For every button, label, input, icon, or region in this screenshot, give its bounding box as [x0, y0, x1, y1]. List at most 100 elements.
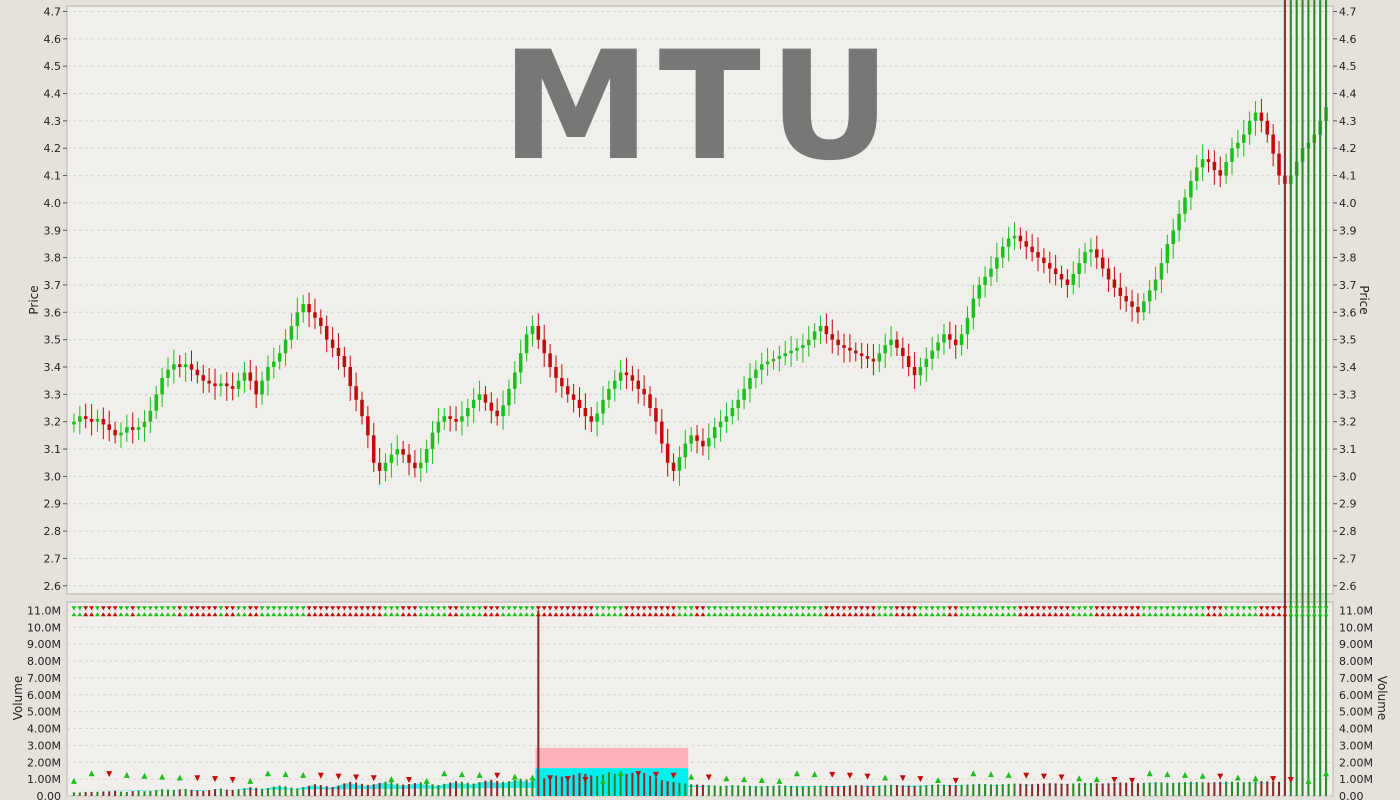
signal-arrow [547, 606, 553, 617]
signal-arrow [1076, 606, 1082, 617]
candle-body [548, 353, 552, 368]
volume-marker [864, 773, 871, 780]
signal-arrow [823, 606, 829, 617]
candle-body [1106, 268, 1111, 280]
signal-arrow [118, 606, 124, 617]
volume-marker [846, 772, 853, 779]
candle-body [1241, 134, 1246, 143]
signal-arrow [430, 606, 436, 617]
signal-arrow [565, 606, 571, 617]
signal-arrow [723, 606, 729, 617]
candle-body [272, 361, 276, 368]
signal-arrow [224, 606, 230, 617]
signal-arrow [1288, 606, 1294, 617]
signal-arrow [165, 606, 171, 617]
price-tick-label-right: 4.3 [1339, 115, 1357, 128]
volume-marker [952, 777, 959, 784]
candle-body [795, 347, 799, 351]
price-axis-title-right: Price [1357, 285, 1371, 314]
volume-marker [476, 771, 483, 778]
volume-tick-label-left: 9.00M [27, 638, 61, 651]
signal-arrow [388, 606, 394, 617]
signal-arrow [482, 606, 488, 617]
volume-marker [264, 770, 271, 777]
signal-arrow [694, 606, 700, 617]
signal-arrow [77, 606, 83, 617]
candle-body [607, 388, 611, 400]
signal-arrow [1188, 606, 1194, 617]
volume-marker [670, 772, 677, 779]
volume-marker [688, 773, 695, 780]
price-tick-label-left: 4.3 [44, 115, 62, 128]
price-tick-label-left: 3.5 [44, 334, 62, 347]
candle-body [330, 339, 335, 348]
signal-arrow [1006, 606, 1012, 617]
signal-arrow [806, 606, 812, 617]
signal-arrow [283, 606, 289, 617]
candle-body [277, 353, 282, 362]
signal-arrow [876, 606, 882, 617]
volume-marker [176, 774, 183, 781]
signal-arrow [1141, 606, 1147, 617]
candle-body [636, 380, 641, 389]
candle-body [225, 383, 229, 387]
candle-body [1259, 112, 1264, 121]
signal-arrow [1241, 606, 1247, 617]
signal-arrow [153, 606, 159, 617]
volume-marker [811, 771, 818, 778]
candle-body [1053, 268, 1058, 275]
volume-marker [88, 770, 95, 777]
signal-arrow [271, 606, 277, 617]
candle-body [524, 334, 529, 354]
signal-arrow [782, 606, 788, 617]
candle-body [260, 380, 264, 395]
volume-marker [1199, 772, 1206, 779]
signal-arrow [947, 606, 953, 617]
candle-body [289, 325, 294, 340]
volume-tick-label-left: 5.00M [27, 706, 61, 719]
price-tick-label-right: 3.6 [1339, 306, 1357, 319]
candle-body [748, 377, 752, 389]
candle-body [430, 432, 435, 450]
signal-arrow [1029, 606, 1035, 617]
candle-body [1012, 235, 1017, 239]
price-tick-label-left: 4.5 [44, 60, 62, 73]
signal-arrow [912, 606, 918, 617]
price-axis-title-left: Price [27, 285, 41, 314]
signal-arrow [71, 606, 77, 617]
candle-body [883, 345, 887, 354]
volume-tick-label-right: 0.00 [1339, 790, 1364, 800]
candle-body [301, 304, 305, 313]
signal-arrow [400, 606, 406, 617]
signal-arrow [1088, 606, 1094, 617]
volume-marker [1093, 776, 1100, 783]
price-tick-label-left: 4.7 [44, 5, 62, 18]
candle-body [677, 457, 682, 471]
signal-arrow [212, 606, 218, 617]
candle-body [824, 325, 829, 335]
signal-arrow [494, 606, 500, 617]
candle-body [1118, 287, 1123, 296]
price-tick-label-left: 3.7 [44, 279, 62, 292]
signal-arrow [194, 606, 200, 617]
volume-tick-label-left: 1.00M [27, 773, 61, 786]
signal-arrow [1264, 606, 1270, 617]
price-tick-label-right: 3.9 [1339, 224, 1357, 237]
price-tick-label-left: 4.4 [44, 88, 62, 101]
candle-body [707, 438, 711, 447]
signal-arrow [359, 606, 365, 617]
candle-body [1089, 249, 1093, 253]
candle-body [501, 405, 505, 417]
signal-arrow [300, 606, 306, 617]
candle-body [1142, 301, 1146, 313]
candle-body [971, 298, 976, 318]
signal-arrow [294, 606, 300, 617]
price-tick-label-left: 3.1 [44, 443, 62, 456]
candle-body [995, 257, 999, 269]
candle-body [101, 418, 106, 425]
candle-body [930, 350, 934, 359]
volume-marker [917, 776, 924, 783]
candle-body [912, 367, 917, 376]
signal-arrow [618, 606, 624, 617]
volume-marker [388, 776, 395, 783]
